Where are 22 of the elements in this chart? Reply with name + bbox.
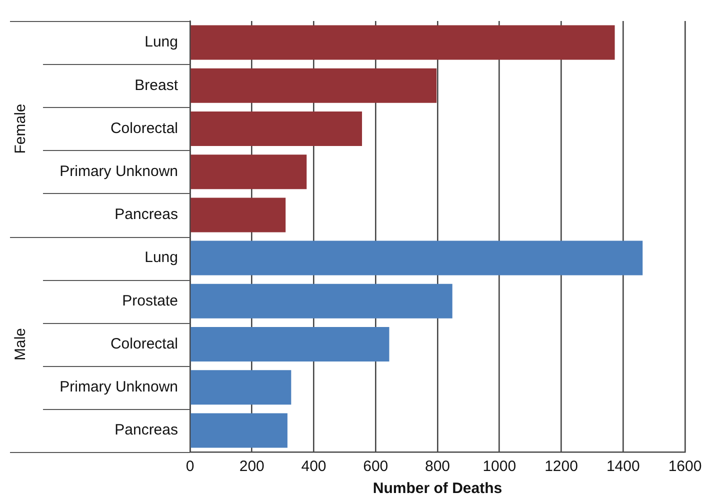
y-tick-label: Colorectal: [110, 120, 178, 137]
x-tick-label: 400: [301, 458, 326, 476]
y-tick-label: Lung: [144, 34, 178, 51]
x-tick-label: 1400: [606, 458, 640, 476]
x-tick-label: 1600: [668, 458, 702, 476]
y-tick-label: Breast: [134, 76, 179, 94]
y-tick-label: Prostate: [122, 292, 178, 310]
y-tick-label: Lung: [144, 249, 178, 266]
text: Male: [12, 328, 30, 361]
x-tick-label: 0: [186, 458, 194, 476]
x-axis-title: Number of Deaths: [372, 480, 502, 498]
x-tick-label: 200: [239, 458, 264, 476]
y-tick-label: Pancreas: [114, 422, 178, 439]
y-tick-label: Primary Unknown: [60, 162, 178, 180]
y-tick-label: Colorectal: [110, 335, 178, 352]
x-tick-label: 1000: [482, 458, 516, 476]
y-tick-label: Pancreas: [114, 206, 178, 224]
y-tick-label: Primary Unknown: [60, 378, 178, 396]
x-tick-label: 1200: [544, 458, 578, 476]
x-tick-label: 800: [424, 458, 450, 476]
x-tick-label: 600: [363, 458, 388, 476]
text: Female: [12, 104, 30, 154]
